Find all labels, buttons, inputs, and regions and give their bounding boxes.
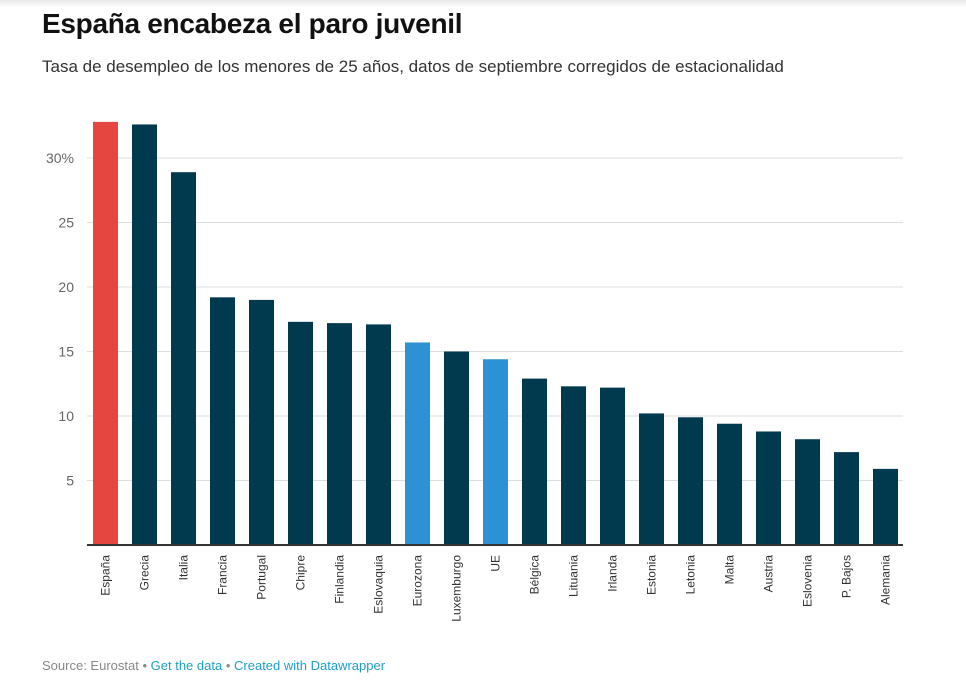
- x-tick-label: P. Bajos: [840, 555, 854, 598]
- bar-eslovaquia: [366, 324, 391, 545]
- footer: Source: Eurostat • Get the data • Create…: [42, 658, 385, 673]
- y-tick-label: 10: [58, 408, 74, 424]
- x-tick-label: Alemania: [879, 555, 893, 605]
- bars: [93, 121, 898, 546]
- source-text: Source: Eurostat: [42, 658, 139, 673]
- bar-españa: [93, 121, 118, 545]
- x-tick-label: Eslovenia: [801, 555, 815, 607]
- x-tick-label: UE: [489, 555, 503, 572]
- bar-ue: [483, 359, 508, 545]
- bar-grecia: [132, 124, 157, 546]
- x-tick-label: Bélgica: [528, 555, 542, 595]
- y-tick-label: 5: [66, 473, 74, 489]
- bar-eurozona: [405, 342, 430, 545]
- footer-separator: •: [225, 658, 231, 673]
- x-tick-label: Portugal: [255, 555, 269, 600]
- x-tick-label: Eurozona: [411, 555, 425, 607]
- datawrapper-link[interactable]: Created with Datawrapper: [234, 658, 386, 673]
- y-tick-label: 30%: [46, 150, 74, 166]
- bar-chart: 5 10 15 20 25 30% España Grecia Italia Francia Po…: [46, 121, 903, 622]
- bar-p-bajos: [834, 452, 859, 545]
- x-tick-label: Italia: [177, 555, 191, 581]
- x-tick-label: Lituania: [567, 555, 581, 597]
- chart-subtitle: Tasa de desempleo de los menores de 25 a…: [42, 57, 784, 76]
- x-tick-label: Chipre: [294, 555, 308, 591]
- bar-finlandia: [327, 323, 352, 545]
- bar-bélgica: [522, 378, 547, 545]
- bar-francia: [210, 297, 235, 545]
- x-tick-label: Letonia: [684, 555, 698, 595]
- footer-separator: •: [142, 658, 148, 673]
- bar-letonia: [678, 417, 703, 545]
- bar-lituania: [561, 386, 586, 545]
- bar-chipre: [288, 321, 313, 545]
- x-tick-label: Luxemburgo: [450, 555, 464, 622]
- bar-portugal: [249, 299, 274, 545]
- x-tick-label: Francia: [216, 555, 230, 595]
- x-tick-label: Irlanda: [606, 555, 620, 592]
- bar-alemania: [873, 468, 898, 545]
- x-tick-label: Grecia: [138, 555, 152, 591]
- bar-italia: [171, 172, 196, 545]
- x-tick-label: Finlandia: [333, 555, 347, 604]
- x-tick-label: Eslovaquia: [372, 555, 386, 614]
- x-axis-labels: España Grecia Italia Francia Portugal Chipre F…: [99, 555, 893, 622]
- get-data-link[interactable]: Get the data: [150, 658, 223, 673]
- bar-luxemburgo: [444, 351, 469, 545]
- top-shade: [0, 0, 966, 8]
- bar-austria: [756, 431, 781, 545]
- x-tick-label: Malta: [723, 555, 737, 585]
- y-tick-label: 15: [58, 344, 74, 360]
- bar-eslovenia: [795, 439, 820, 545]
- bar-irlanda: [600, 387, 625, 545]
- y-axis-ticks: 5 10 15 20 25 30%: [46, 150, 74, 489]
- y-tick-label: 20: [58, 279, 74, 295]
- y-tick-label: 25: [58, 215, 74, 231]
- x-tick-label: Austria: [762, 555, 776, 593]
- x-tick-label: España: [99, 555, 113, 596]
- bar-estonia: [639, 413, 664, 545]
- bar-malta: [717, 423, 742, 545]
- x-tick-label: Estonia: [645, 555, 659, 595]
- chart-title: España encabeza el paro juvenil: [42, 8, 463, 39]
